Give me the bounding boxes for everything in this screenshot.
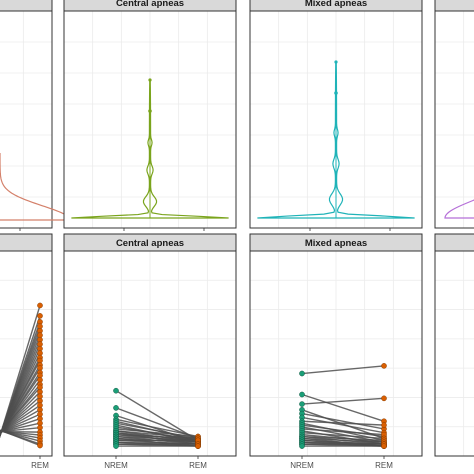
pair-line	[301, 412, 385, 430]
point-rem	[37, 302, 43, 309]
x-tick-label: REM	[375, 461, 393, 470]
pair-lines	[0, 305, 41, 447]
panel-title: Central apneas	[116, 238, 184, 249]
panel-border	[249, 250, 423, 457]
x-tick-label: NREM	[290, 461, 314, 470]
violin-outlier	[334, 60, 338, 64]
panel-strip	[0, 0, 53, 12]
panel-area	[434, 250, 474, 457]
point-nrem	[113, 405, 119, 411]
pair-lines	[301, 365, 385, 447]
gridlines	[0, 11, 52, 228]
point-rem	[381, 443, 387, 449]
pair-line	[0, 429, 41, 447]
x-tick-label: REM	[31, 461, 49, 470]
pair-line	[301, 424, 385, 438]
point-nrem	[299, 391, 305, 398]
x-axis: NREM REM	[104, 456, 207, 470]
panel-title: Mixed apneas	[305, 238, 367, 249]
pair-lines	[115, 390, 199, 447]
point-nrem	[299, 401, 305, 407]
pair-line	[301, 393, 385, 422]
pair-line	[301, 416, 385, 434]
panel-strip	[434, 233, 474, 252]
gridlines	[435, 11, 474, 228]
x-axis: NREM REM	[290, 456, 393, 470]
panel-border	[0, 10, 53, 229]
panel-border	[434, 10, 474, 229]
pair-line	[301, 420, 385, 426]
panel-border	[63, 10, 237, 229]
panel-1: Central apneas	[63, 0, 237, 231]
pair-line	[115, 418, 199, 438]
panel-area	[434, 10, 474, 229]
panel-4: REM	[0, 233, 53, 470]
pair-line	[115, 428, 199, 438]
pair-line	[115, 390, 199, 441]
gridlines	[250, 251, 422, 456]
pair-line	[301, 365, 385, 375]
pair-points	[113, 387, 201, 449]
violin-median	[334, 91, 338, 95]
x-tick-label: NREM	[104, 461, 128, 470]
point-rem	[37, 313, 43, 319]
point-rem	[195, 443, 201, 449]
gridlines	[435, 251, 474, 456]
pair-line	[301, 428, 385, 436]
pair-points	[299, 363, 387, 449]
violin-median	[148, 109, 152, 113]
panel-7	[434, 233, 474, 457]
point-nrem	[113, 443, 119, 449]
panel-border	[0, 250, 53, 457]
point-rem	[381, 395, 387, 402]
panel-title: Central apneas	[116, 0, 184, 9]
point-nrem	[299, 443, 305, 449]
x-tick-label: REM	[189, 461, 207, 470]
panel-area	[0, 10, 53, 229]
panel-6: Mixed apneas NREM REM	[249, 233, 423, 470]
panel-border	[63, 250, 237, 457]
panel-2: Mixed apneas	[249, 0, 423, 231]
panel-strip	[434, 0, 474, 12]
violin-outlier	[148, 78, 152, 82]
pair-points	[37, 302, 43, 449]
point-rem	[381, 363, 387, 369]
pair-line	[301, 432, 385, 440]
point-rem	[381, 422, 387, 428]
panel-5: Central apneas NREM REM	[63, 233, 237, 470]
panel-title: Mixed apneas	[305, 0, 367, 9]
gridlines	[64, 251, 236, 456]
point-nrem	[113, 387, 119, 394]
point-rem	[37, 442, 43, 449]
panel-0: ...eas	[0, 0, 71, 231]
pair-line	[115, 433, 199, 440]
pair-line	[301, 397, 385, 405]
panel-strip	[0, 233, 53, 252]
violin-shape	[0, 153, 71, 221]
panel-3	[434, 0, 474, 229]
panel-border	[249, 10, 423, 229]
point-nrem	[299, 370, 305, 377]
panel-border	[434, 250, 474, 457]
